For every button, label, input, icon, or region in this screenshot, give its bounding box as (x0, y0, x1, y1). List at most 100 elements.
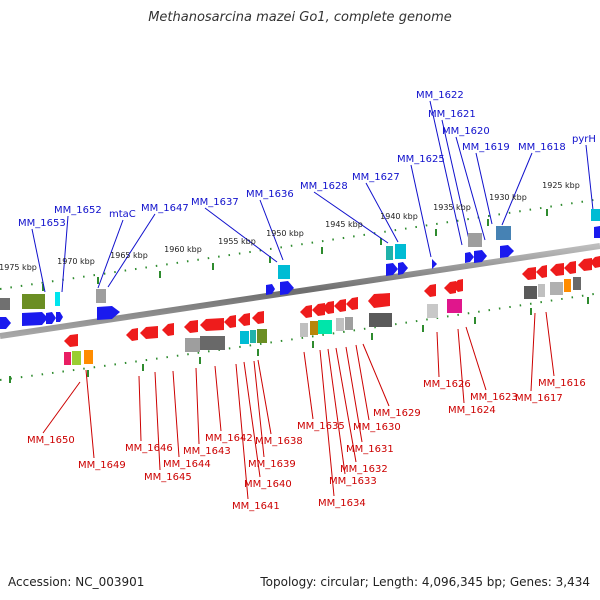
reverse-gene-label[interactable]: MM_1643 (183, 446, 231, 457)
forward-gene-arrow[interactable] (500, 245, 514, 258)
feature-box[interactable] (72, 351, 81, 365)
forward-gene-arrow[interactable] (266, 284, 275, 295)
feature-box[interactable] (278, 265, 290, 279)
feature-box[interactable] (524, 286, 537, 299)
reverse-gene-label[interactable]: MM_1649 (78, 460, 126, 471)
forward-gene-label[interactable]: MM_1618 (518, 142, 566, 153)
reverse-gene-arrow[interactable] (536, 265, 547, 278)
forward-gene-arrow[interactable] (474, 250, 487, 263)
forward-gene-arrow[interactable] (432, 259, 437, 269)
reverse-gene-arrow[interactable] (424, 284, 436, 297)
forward-gene-label[interactable]: MM_1622 (416, 90, 464, 101)
feature-box[interactable] (250, 330, 256, 343)
reverse-gene-arrow[interactable] (300, 305, 312, 318)
feature-box[interactable] (185, 338, 200, 352)
reverse-gene-arrow[interactable] (334, 299, 346, 312)
feature-box[interactable] (200, 336, 225, 350)
reverse-gene-arrow[interactable] (590, 256, 600, 268)
feature-box[interactable] (96, 289, 106, 303)
forward-gene-label[interactable]: MM_1627 (352, 172, 400, 183)
reverse-gene-arrow[interactable] (200, 318, 224, 331)
forward-gene-label[interactable]: MM_1636 (246, 189, 294, 200)
feature-box[interactable] (22, 294, 45, 309)
forward-gene-arrow[interactable] (56, 312, 63, 322)
reverse-gene-label[interactable]: MM_1650 (27, 435, 75, 446)
feature-box[interactable] (427, 304, 438, 318)
forward-gene-arrow[interactable] (22, 312, 48, 326)
reverse-gene-arrow[interactable] (184, 320, 198, 333)
reverse-gene-label[interactable]: MM_1633 (329, 476, 377, 487)
feature-box[interactable] (564, 279, 571, 292)
feature-box[interactable] (84, 350, 93, 364)
reverse-gene-arrow[interactable] (550, 263, 564, 276)
reverse-gene-label[interactable]: MM_1645 (144, 472, 192, 483)
reverse-gene-arrow[interactable] (126, 328, 138, 341)
reverse-gene-label[interactable]: MM_1624 (448, 405, 496, 416)
reverse-gene-arrow[interactable] (564, 261, 576, 274)
forward-gene-label[interactable]: MM_1621 (428, 109, 476, 120)
reverse-gene-arrow[interactable] (224, 315, 236, 328)
reverse-gene-label[interactable]: MM_1617 (515, 393, 563, 404)
forward-gene-label[interactable]: MM_1637 (191, 197, 239, 208)
reverse-gene-label[interactable]: MM_1641 (232, 501, 280, 512)
reverse-gene-arrow[interactable] (522, 267, 536, 280)
reverse-gene-label[interactable]: MM_1635 (297, 421, 345, 432)
reverse-gene-label[interactable]: MM_1639 (248, 459, 296, 470)
reverse-gene-label[interactable]: MM_1640 (244, 479, 292, 490)
feature-box[interactable] (496, 226, 511, 240)
forward-gene-label[interactable]: MM_1619 (462, 142, 510, 153)
forward-gene-arrow[interactable] (594, 226, 600, 238)
reverse-gene-arrow[interactable] (162, 323, 174, 336)
forward-gene-arrow[interactable] (280, 281, 294, 295)
forward-gene-label[interactable]: MM_1652 (54, 205, 102, 216)
reverse-gene-arrow[interactable] (346, 297, 358, 310)
forward-gene-arrow[interactable] (0, 317, 11, 329)
forward-gene-arrow[interactable] (465, 252, 474, 263)
feature-box[interactable] (300, 323, 308, 337)
reverse-gene-label[interactable]: MM_1629 (373, 408, 421, 419)
feature-box[interactable] (447, 299, 462, 313)
feature-box[interactable] (386, 246, 393, 260)
reverse-gene-arrow[interactable] (64, 334, 78, 347)
reverse-gene-arrow[interactable] (452, 279, 463, 292)
feature-box[interactable] (257, 329, 267, 343)
reverse-gene-arrow[interactable] (322, 301, 334, 314)
forward-gene-arrow[interactable] (386, 263, 398, 276)
forward-gene-label[interactable]: MM_1628 (300, 181, 348, 192)
forward-gene-arrow[interactable] (398, 262, 408, 275)
reverse-gene-label[interactable]: MM_1638 (255, 436, 303, 447)
forward-gene-label[interactable]: MM_1620 (442, 126, 490, 137)
forward-gene-label[interactable]: mtaC (109, 209, 136, 220)
reverse-gene-arrow[interactable] (252, 311, 264, 324)
forward-gene-label[interactable]: MM_1653 (18, 218, 66, 229)
feature-box[interactable] (55, 292, 60, 306)
feature-box[interactable] (64, 352, 71, 365)
feature-box[interactable] (310, 321, 318, 335)
forward-gene-label[interactable]: pyrH (572, 134, 596, 145)
feature-box[interactable] (468, 233, 482, 247)
reverse-gene-label[interactable]: MM_1646 (125, 443, 173, 454)
forward-gene-label[interactable]: MM_1625 (397, 154, 445, 165)
reverse-gene-label[interactable]: MM_1634 (318, 498, 366, 509)
feature-box[interactable] (240, 331, 249, 344)
reverse-gene-label[interactable]: MM_1626 (423, 379, 471, 390)
reverse-gene-arrow[interactable] (140, 326, 158, 339)
forward-gene-arrow[interactable] (46, 312, 56, 324)
feature-box[interactable] (591, 209, 600, 221)
feature-box[interactable] (0, 298, 10, 310)
feature-box[interactable] (318, 320, 332, 334)
reverse-gene-arrow[interactable] (312, 303, 325, 316)
reverse-gene-arrow[interactable] (238, 313, 250, 326)
reverse-gene-label[interactable]: MM_1631 (346, 444, 394, 455)
reverse-gene-label[interactable]: MM_1644 (163, 459, 211, 470)
forward-gene-arrow[interactable] (97, 306, 120, 320)
feature-box[interactable] (336, 318, 344, 331)
reverse-gene-label[interactable]: MM_1623 (470, 392, 518, 403)
reverse-gene-arrow[interactable] (368, 293, 390, 308)
feature-box[interactable] (395, 244, 406, 259)
forward-gene-label[interactable]: MM_1647 (141, 203, 189, 214)
feature-box[interactable] (369, 313, 392, 327)
feature-box[interactable] (550, 282, 563, 295)
reverse-gene-label[interactable]: MM_1632 (340, 464, 388, 475)
reverse-gene-label[interactable]: MM_1616 (538, 378, 586, 389)
